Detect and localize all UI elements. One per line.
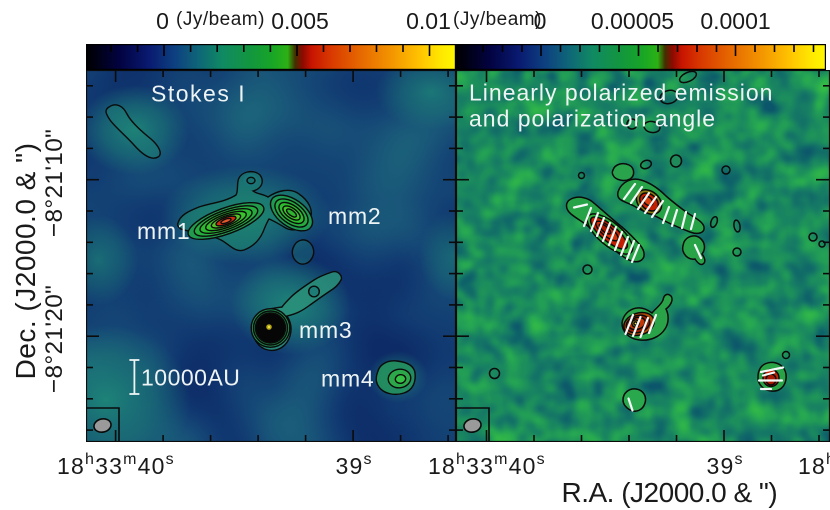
svg-text:mm2: mm2	[328, 203, 382, 229]
svg-text:and polarization angle: and polarization angle	[469, 106, 716, 132]
svg-text:mm4: mm4	[321, 366, 375, 392]
svg-text:10000AU: 10000AU	[141, 365, 240, 391]
svg-text:Linearly polarized emission: Linearly polarized emission	[469, 80, 773, 106]
svg-text:mm1: mm1	[137, 218, 191, 244]
svg-text:Stokes I: Stokes I	[151, 81, 246, 107]
svg-text:mm3: mm3	[299, 317, 353, 343]
